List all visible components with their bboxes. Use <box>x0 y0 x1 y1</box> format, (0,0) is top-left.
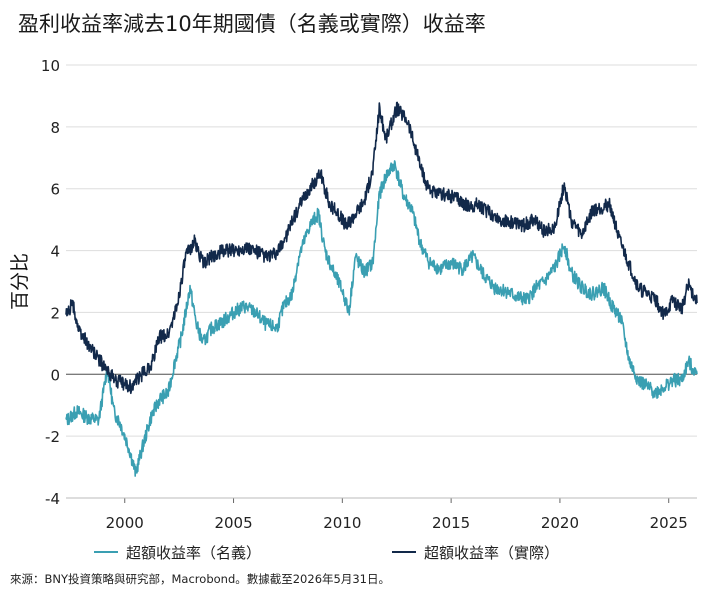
y-tick-label: 10 <box>41 57 60 75</box>
y-tick-label: 8 <box>50 119 60 137</box>
y-tick-label: 4 <box>50 243 60 261</box>
y-axis-label: 百分比 <box>9 253 31 310</box>
series-line-0 <box>65 160 698 477</box>
series-lines <box>65 101 698 477</box>
x-axis-ticks: 2000 2005 2010 2015 2020 2025 <box>106 498 688 532</box>
x-tick-label: 2000 <box>106 514 144 532</box>
legend-label: 超額收益率（實際） <box>424 544 559 562</box>
grid-lines <box>66 64 697 499</box>
x-tick-label: 2005 <box>214 514 252 532</box>
x-tick-label: 2020 <box>541 514 579 532</box>
y-tick-label: -4 <box>45 490 60 508</box>
y-axis-ticks: 10 8 6 4 2 0 -2 -4 <box>41 57 60 508</box>
legend-label: 超額收益率（名義） <box>126 544 261 562</box>
y-tick-label: 2 <box>50 304 60 322</box>
legend: 超額收益率（名義） 超額收益率（實際） <box>94 544 559 562</box>
chart-title: 盈利收益率減去10年期國債（名義或實際）收益率 <box>18 12 486 36</box>
y-tick-label: -2 <box>45 428 60 446</box>
y-tick-label: 6 <box>50 181 60 199</box>
x-tick-label: 2025 <box>650 514 688 532</box>
source-note: 來源：BNY投資策略與研究部，Macrobond。數據截至2026年5月31日。 <box>10 572 390 586</box>
x-tick-label: 2010 <box>323 514 361 532</box>
x-tick-label: 2015 <box>432 514 470 532</box>
series-line-1 <box>65 101 698 395</box>
y-tick-label: 0 <box>50 366 60 384</box>
